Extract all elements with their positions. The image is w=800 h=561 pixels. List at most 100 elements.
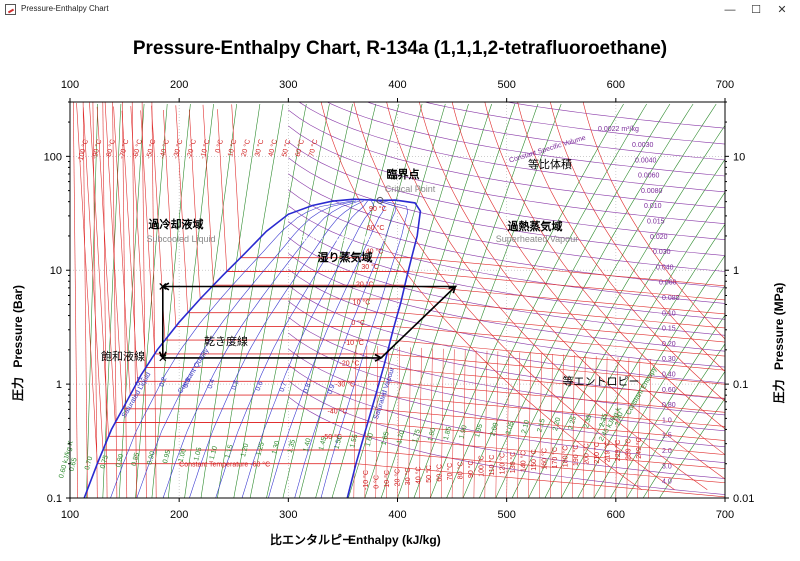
isotherm-label: -30 °C xyxy=(335,381,355,389)
volume-label: 0.0030 xyxy=(632,142,654,149)
entropy-line xyxy=(135,103,168,498)
sat-liquid-label-jp: 飽和液線 xyxy=(101,349,145,363)
quality-lines-label-jp: 乾き度線 xyxy=(204,334,248,348)
quality-label: 0.3 xyxy=(183,377,193,389)
quality-label: 0.8 xyxy=(303,382,313,394)
close-button[interactable]: ✕ xyxy=(777,4,787,16)
volume-label: 0.0040 xyxy=(635,157,657,164)
volume-label: 0.060 xyxy=(659,280,677,287)
superheat-temp-label: 170 °C xyxy=(551,447,559,468)
superheat-temp-label: 80 °C xyxy=(457,462,465,480)
isotherm-superheat xyxy=(383,367,725,399)
quality-line xyxy=(320,200,409,498)
entropy-label: 1.40 xyxy=(302,438,312,453)
entropy-lines-label-jp: 等エントロピー xyxy=(563,374,640,388)
isotherm-liquid xyxy=(217,109,228,272)
entropy-line xyxy=(282,103,377,498)
isotherm-subcooled xyxy=(92,102,98,498)
cycle-layer xyxy=(158,282,458,362)
isotherm-superheat xyxy=(394,326,725,357)
isotherm-label: 40 °C xyxy=(366,248,384,256)
quality-label: 0.5 xyxy=(231,379,241,391)
isotherm-label: -40 °C xyxy=(327,408,347,416)
chart-title: Pressure-Enthalpy Chart, R-134a (1,1,1,2… xyxy=(133,38,667,59)
isotherm-label: 60 °C xyxy=(367,224,385,232)
saturation-dome-layer xyxy=(83,196,422,499)
isotherm-liquid xyxy=(130,106,147,368)
volume-line xyxy=(288,237,725,336)
isotherm-lowp xyxy=(571,354,575,498)
entropy-line xyxy=(430,103,624,498)
isotherm-lowp xyxy=(604,356,608,498)
superheat-temp-label: 150 °C xyxy=(530,449,538,470)
superheat-temp-label: 120 °C xyxy=(499,453,507,474)
volume-label: 0.80 xyxy=(662,402,676,409)
maximize-button[interactable]: ☐ xyxy=(751,4,761,16)
entropy-label: 2.30 xyxy=(583,414,593,429)
volume-label: 3.0 xyxy=(662,463,672,470)
subcooled-label-en: Subcooled Liquid xyxy=(146,234,215,244)
isotherm-subcooled xyxy=(141,102,147,498)
entropy-label: 2.10 xyxy=(521,419,531,434)
chart-background xyxy=(0,20,800,561)
quality-line xyxy=(110,200,353,498)
quality-line xyxy=(294,200,397,498)
entropy-line xyxy=(495,103,717,498)
critical-point-label-en: Critical Point xyxy=(385,184,436,194)
isotherm-lowp xyxy=(539,353,542,498)
isotherm-subcooled xyxy=(112,102,118,498)
entropy-label: 1.90 xyxy=(458,425,468,440)
entropy-line xyxy=(642,371,725,498)
x-tick-label: 700 xyxy=(716,509,734,521)
isotherm-lowp xyxy=(386,346,390,498)
title-bar[interactable]: Pressure-Enthalpy Chart — ☐ ✕ xyxy=(0,0,800,21)
volume-line xyxy=(288,221,725,320)
cycle-point-marker xyxy=(159,354,167,362)
x-top-tick-label: 700 xyxy=(716,79,734,91)
isotherm-lowp xyxy=(484,350,488,498)
volume-line xyxy=(288,125,725,224)
superheat-temp-label: 200 °C xyxy=(583,443,591,464)
isotherm-lowp xyxy=(582,355,586,498)
volume-label: 0.40 xyxy=(662,372,676,379)
isotherm-label: 0 °C xyxy=(351,319,365,327)
entropy-line xyxy=(413,103,562,498)
volume-line xyxy=(366,102,725,161)
volume-label: 0.030 xyxy=(653,249,671,256)
minimize-button[interactable]: — xyxy=(724,4,736,16)
isotherm-lowp xyxy=(495,351,499,498)
volume-line xyxy=(288,284,725,384)
volume-label: 0.10 xyxy=(662,310,676,317)
entropy-label: 1.60 xyxy=(365,432,375,447)
superheat-temp-label: 50 °C xyxy=(425,465,433,483)
isotherm-lowp xyxy=(397,346,400,498)
isotherm-label: -50 °C xyxy=(322,433,342,441)
volume-line xyxy=(288,269,725,368)
entropy-line xyxy=(331,103,446,498)
isotherm-lowp xyxy=(451,349,455,498)
ph-chart: Pressure-Enthalpy Chart, R-134a (1,1,1,2… xyxy=(0,20,800,561)
isotherm-lowp xyxy=(364,345,368,498)
volume-label: 0.080 xyxy=(662,295,680,302)
isotherm-liquid xyxy=(89,102,109,437)
isotherm-lowp xyxy=(408,347,411,498)
x-tick-label: 100 xyxy=(61,509,79,521)
superheat-temp-label: 190 °C xyxy=(572,445,580,466)
entropy-line xyxy=(233,103,307,498)
quality-line xyxy=(268,200,386,498)
volume-label: 0.15 xyxy=(662,326,676,333)
y2-tick-label: 1 xyxy=(733,265,739,277)
isotherm-subcooled xyxy=(151,102,157,498)
isotherm-lowp xyxy=(648,358,652,498)
isotherm-superheat xyxy=(404,284,725,315)
volume-line xyxy=(504,102,725,129)
isotherm-supercritical xyxy=(517,102,725,402)
y-axis-label-jp: 圧力 xyxy=(10,377,25,401)
isotherm-liquid xyxy=(96,106,116,423)
isotherm-lowp xyxy=(430,348,433,498)
superheat-temp-label: 219 °C xyxy=(604,441,612,462)
entropy-label: 1.65 xyxy=(380,431,390,446)
entropy-label: 1.85 xyxy=(443,426,453,441)
entropy-label: 2.25 xyxy=(568,415,578,430)
